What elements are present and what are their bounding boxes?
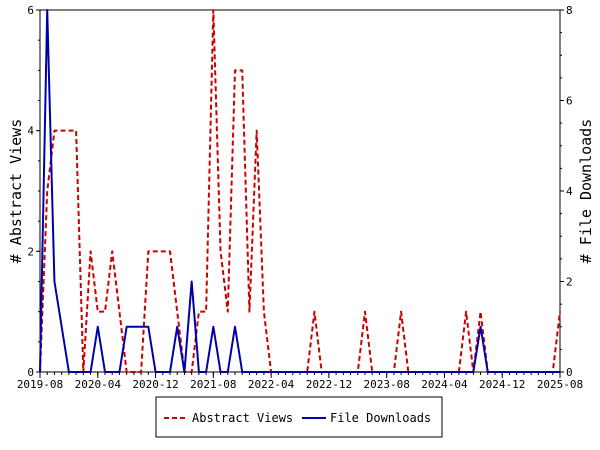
legend-box [155, 396, 443, 438]
legend-label-file-downloads: File Downloads [330, 411, 431, 425]
x-tick-label: 2025-08 [537, 378, 583, 391]
legend: Abstract Views File Downloads [155, 396, 443, 438]
x-tick-label: 2024-04 [421, 378, 468, 391]
y-left-tick-label: 0 [27, 366, 34, 379]
y-left-tick-label: 6 [27, 4, 34, 17]
x-tick-label: 2024-12 [479, 378, 525, 391]
plot-area [39, 9, 561, 373]
y-right-tick-label: 2 [566, 276, 573, 289]
x-tick-label: 2020-04 [75, 378, 122, 391]
x-tick-label: 2020-12 [132, 378, 178, 391]
x-tick-label: 2023-08 [363, 378, 409, 391]
x-tick-label: 2022-04 [248, 378, 295, 391]
y-right-tick-label: 8 [566, 4, 573, 17]
y-right-tick-label: 4 [566, 185, 573, 198]
x-tick-label: 2019-08 [17, 378, 63, 391]
y-right-tick-label: 6 [566, 95, 573, 108]
x-tick-label: 2022-12 [306, 378, 352, 391]
axes-layer: 2019-08 2020-04 2020-12 2021-08 2022-04 2022-… [7, 4, 595, 391]
legend-label-abstract-views: Abstract Views [192, 411, 293, 425]
y-right-axis-title: # File Downloads [577, 119, 595, 264]
x-tick-label: 2021-08 [190, 378, 236, 391]
y-left-tick-label: 4 [27, 125, 34, 138]
y-left-axis-title: # Abstract Views [7, 119, 25, 264]
y-left-tick-label: 2 [27, 245, 34, 258]
y-right-tick-label: 0 [566, 366, 573, 379]
plot-frame [39, 9, 561, 373]
